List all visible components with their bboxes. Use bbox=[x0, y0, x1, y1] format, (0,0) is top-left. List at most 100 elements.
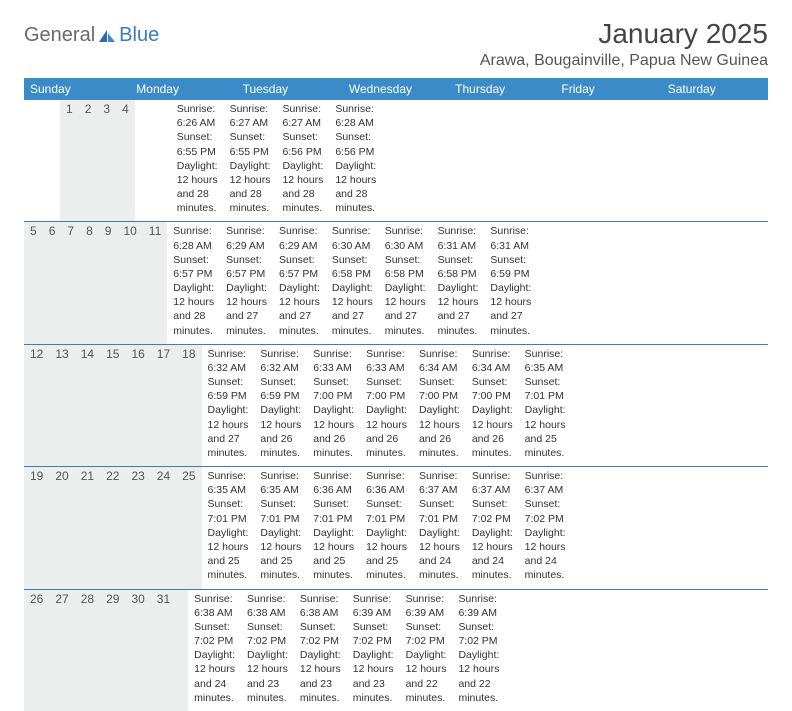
location: Arawa, Bougainville, Papua New Guinea bbox=[480, 52, 768, 70]
daylight-text-1: Daylight: 12 hours bbox=[177, 159, 218, 187]
daylight-text-1: Daylight: 12 hours bbox=[525, 526, 566, 554]
sunrise-text: Sunrise: 6:33 AM bbox=[366, 347, 407, 375]
daylight-text-2: and 24 minutes. bbox=[525, 554, 566, 582]
daylight-text-2: and 24 minutes. bbox=[472, 554, 513, 582]
daylight-text-2: and 25 minutes. bbox=[313, 554, 354, 582]
sunrise-text: Sunrise: 6:28 AM bbox=[335, 102, 376, 130]
weekday-wed: Wednesday bbox=[343, 78, 449, 100]
sunset-text: Sunset: 7:02 PM bbox=[525, 497, 566, 525]
logo-text-2: Blue bbox=[119, 24, 159, 47]
sunset-text: Sunset: 6:57 PM bbox=[226, 253, 267, 281]
sunset-text: Sunset: 7:02 PM bbox=[247, 620, 288, 648]
daylight-text-2: and 28 minutes. bbox=[282, 187, 323, 215]
day-detail: Sunrise: 6:28 AMSunset: 6:56 PMDaylight:… bbox=[329, 100, 382, 221]
daylight-text-2: and 28 minutes. bbox=[173, 309, 214, 337]
sunset-text: Sunset: 7:00 PM bbox=[472, 375, 513, 403]
daylight-text-1: Daylight: 12 hours bbox=[366, 403, 407, 431]
sunrise-text: Sunrise: 6:31 AM bbox=[438, 224, 479, 252]
day-number bbox=[24, 100, 36, 221]
sunset-text: Sunset: 6:57 PM bbox=[173, 253, 214, 281]
day-detail: Sunrise: 6:39 AMSunset: 7:02 PMDaylight:… bbox=[347, 590, 400, 711]
sunrise-text: Sunrise: 6:36 AM bbox=[313, 469, 354, 497]
sunset-text: Sunset: 7:00 PM bbox=[419, 375, 460, 403]
daylight-text-2: and 28 minutes. bbox=[335, 187, 376, 215]
day-detail: Sunrise: 6:36 AMSunset: 7:01 PMDaylight:… bbox=[360, 467, 413, 588]
sunrise-text: Sunrise: 6:37 AM bbox=[419, 469, 460, 497]
daylight-text-1: Daylight: 12 hours bbox=[438, 281, 479, 309]
day-number: 20 bbox=[49, 467, 74, 588]
day-number: 17 bbox=[151, 345, 176, 466]
daylight-text-2: and 25 minutes. bbox=[525, 432, 566, 460]
sunrise-text: Sunrise: 6:27 AM bbox=[230, 102, 271, 130]
daylight-text-1: Daylight: 12 hours bbox=[260, 403, 301, 431]
logo-text-1: General bbox=[24, 24, 95, 47]
daylight-text-1: Daylight: 12 hours bbox=[472, 526, 513, 554]
day-detail: Sunrise: 6:38 AMSunset: 7:02 PMDaylight:… bbox=[294, 590, 347, 711]
sunset-text: Sunset: 7:01 PM bbox=[366, 497, 407, 525]
sunset-text: Sunset: 7:02 PM bbox=[300, 620, 341, 648]
daylight-text-1: Daylight: 12 hours bbox=[458, 648, 499, 676]
daylight-text-2: and 23 minutes. bbox=[353, 677, 394, 705]
day-detail: Sunrise: 6:39 AMSunset: 7:02 PMDaylight:… bbox=[400, 590, 453, 711]
day-detail: Sunrise: 6:31 AMSunset: 6:59 PMDaylight:… bbox=[484, 222, 537, 343]
sunrise-text: Sunrise: 6:37 AM bbox=[472, 469, 513, 497]
day-number: 26 bbox=[24, 590, 49, 711]
day-detail: Sunrise: 6:37 AMSunset: 7:02 PMDaylight:… bbox=[466, 467, 519, 588]
title-block: January 2025 Arawa, Bougainville, Papua … bbox=[480, 18, 768, 70]
day-number: 2 bbox=[79, 100, 98, 221]
day-number: 31 bbox=[151, 590, 176, 711]
daylight-text-1: Daylight: 12 hours bbox=[332, 281, 373, 309]
daylight-text-1: Daylight: 12 hours bbox=[366, 526, 407, 554]
sunrise-text: Sunrise: 6:34 AM bbox=[472, 347, 513, 375]
daylight-text-1: Daylight: 12 hours bbox=[353, 648, 394, 676]
daylight-text-1: Daylight: 12 hours bbox=[335, 159, 376, 187]
daylight-text-1: Daylight: 12 hours bbox=[406, 648, 447, 676]
daylight-text-1: Daylight: 12 hours bbox=[226, 281, 267, 309]
day-number: 29 bbox=[100, 590, 125, 711]
day-number: 24 bbox=[151, 467, 176, 588]
sunrise-text: Sunrise: 6:34 AM bbox=[419, 347, 460, 375]
logo: General Blue bbox=[24, 18, 159, 47]
sunset-text: Sunset: 7:01 PM bbox=[208, 497, 249, 525]
weeks-container: 1234Sunrise: 6:26 AMSunset: 6:55 PMDayli… bbox=[24, 100, 768, 711]
sunset-text: Sunset: 7:02 PM bbox=[194, 620, 235, 648]
day-detail: Sunrise: 6:30 AMSunset: 6:58 PMDaylight:… bbox=[326, 222, 379, 343]
day-detail: Sunrise: 6:38 AMSunset: 7:02 PMDaylight:… bbox=[241, 590, 294, 711]
sunset-text: Sunset: 7:02 PM bbox=[472, 497, 513, 525]
daylight-text-2: and 23 minutes. bbox=[247, 677, 288, 705]
sunset-text: Sunset: 7:01 PM bbox=[419, 497, 460, 525]
sunrise-text: Sunrise: 6:30 AM bbox=[332, 224, 373, 252]
day-detail: Sunrise: 6:32 AMSunset: 6:59 PMDaylight:… bbox=[202, 345, 255, 466]
daylight-text-1: Daylight: 12 hours bbox=[419, 403, 460, 431]
day-number: 7 bbox=[61, 222, 80, 343]
day-number: 6 bbox=[43, 222, 62, 343]
day-number: 9 bbox=[99, 222, 118, 343]
sunrise-text: Sunrise: 6:39 AM bbox=[353, 592, 394, 620]
daylight-text-2: and 26 minutes. bbox=[419, 432, 460, 460]
daylight-text-1: Daylight: 12 hours bbox=[419, 526, 460, 554]
day-detail: Sunrise: 6:26 AMSunset: 6:55 PMDaylight:… bbox=[171, 100, 224, 221]
weekday-sun: Sunday bbox=[24, 78, 130, 100]
weekday-thu: Thursday bbox=[449, 78, 555, 100]
week-row: 1234Sunrise: 6:26 AMSunset: 6:55 PMDayli… bbox=[24, 100, 768, 222]
sunrise-text: Sunrise: 6:32 AM bbox=[260, 347, 301, 375]
daylight-text-1: Daylight: 12 hours bbox=[230, 159, 271, 187]
daylight-text-1: Daylight: 12 hours bbox=[194, 648, 235, 676]
sunset-text: Sunset: 6:55 PM bbox=[177, 130, 218, 158]
month-title: January 2025 bbox=[480, 18, 768, 50]
sunset-text: Sunset: 6:56 PM bbox=[335, 130, 376, 158]
day-number: 11 bbox=[143, 222, 167, 343]
daylight-text-2: and 28 minutes. bbox=[230, 187, 271, 215]
sunset-text: Sunset: 7:01 PM bbox=[260, 497, 301, 525]
day-number bbox=[176, 590, 188, 711]
day-number: 3 bbox=[97, 100, 116, 221]
header: General Blue January 2025 Arawa, Bougain… bbox=[24, 18, 768, 70]
day-detail: Sunrise: 6:28 AMSunset: 6:57 PMDaylight:… bbox=[167, 222, 220, 343]
day-detail: Sunrise: 6:33 AMSunset: 7:00 PMDaylight:… bbox=[360, 345, 413, 466]
weekday-fri: Friday bbox=[555, 78, 661, 100]
day-number: 13 bbox=[49, 345, 74, 466]
day-detail: Sunrise: 6:29 AMSunset: 6:57 PMDaylight:… bbox=[273, 222, 326, 343]
day-detail: Sunrise: 6:27 AMSunset: 6:55 PMDaylight:… bbox=[224, 100, 277, 221]
daylight-text-1: Daylight: 12 hours bbox=[208, 403, 249, 431]
day-detail bbox=[159, 100, 171, 221]
